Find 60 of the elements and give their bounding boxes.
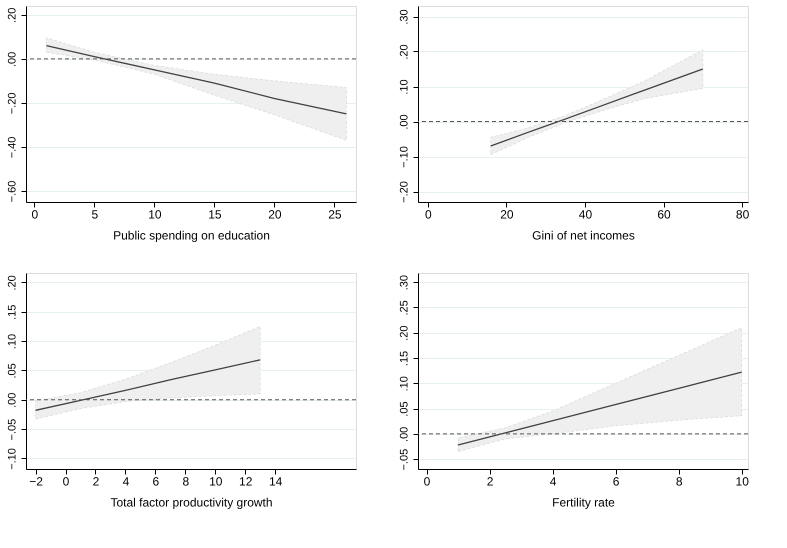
y-tick-label: .00 bbox=[398, 426, 410, 442]
x-tick-label: 80 bbox=[736, 208, 750, 222]
y-tick-label: .00 bbox=[6, 52, 18, 67]
y-tick-label: −.10 bbox=[398, 146, 410, 168]
y-tick-label: .10 bbox=[398, 79, 410, 95]
y-tick-label: −.05 bbox=[398, 448, 410, 470]
y-tick-label: .30 bbox=[398, 274, 410, 290]
y-tick-label: .15 bbox=[6, 304, 18, 320]
y-tick-label: −.40 bbox=[6, 136, 18, 158]
x-tick-label: 8 bbox=[676, 474, 683, 488]
x-tick-label: 10 bbox=[148, 208, 162, 222]
line-series bbox=[490, 68, 704, 147]
x-tick-label: 4 bbox=[122, 474, 130, 488]
y-tick-label: .05 bbox=[398, 401, 410, 417]
y-tick-label: .00 bbox=[6, 392, 18, 408]
x-tick-label: 10 bbox=[736, 474, 750, 488]
y-tick-label: −.20 bbox=[6, 92, 18, 114]
x-tick-label: 5 bbox=[92, 208, 99, 222]
y-tick-label: .25 bbox=[398, 300, 410, 316]
x-tick-label: 0 bbox=[32, 208, 39, 222]
y-tick-label: .10 bbox=[398, 376, 410, 392]
y-tick-label: .10 bbox=[6, 334, 18, 350]
y-tick-label: −.05 bbox=[6, 418, 18, 440]
x-tick-label: 2 bbox=[486, 474, 494, 488]
y-tick-label: −.10 bbox=[6, 448, 18, 470]
x-tick-label: 6 bbox=[612, 474, 620, 488]
x-tick-label: 0 bbox=[424, 208, 432, 222]
line-series bbox=[457, 371, 742, 446]
x-tick-label: 40 bbox=[578, 208, 592, 222]
x-tick-label: 6 bbox=[152, 474, 160, 488]
y-tick-label: .20 bbox=[398, 326, 410, 341]
x-tick-label: 10 bbox=[209, 474, 223, 488]
x-tick-label: 2 bbox=[92, 474, 100, 488]
x-tick-label: 25 bbox=[328, 208, 342, 222]
x-tick-label: −2 bbox=[29, 474, 44, 488]
x-tick-label: 12 bbox=[239, 474, 253, 488]
x-tick-label: 4 bbox=[550, 474, 557, 488]
line-series bbox=[46, 44, 348, 115]
x-tick-label: 0 bbox=[424, 474, 431, 488]
line-series bbox=[34, 359, 261, 411]
x-tick-label: 60 bbox=[657, 208, 672, 222]
x-tick-label: 8 bbox=[182, 474, 190, 488]
x-axis-title: Total factor productivity growth bbox=[110, 496, 273, 510]
y-tick-label: .30 bbox=[398, 9, 410, 25]
x-tick-label: 14 bbox=[268, 474, 283, 488]
x-tick-label: 20 bbox=[500, 208, 514, 222]
y-tick-label: .20 bbox=[6, 8, 18, 23]
y-tick-label: .15 bbox=[398, 350, 410, 366]
x-tick-label: 20 bbox=[268, 208, 282, 222]
x-tick-label: 15 bbox=[208, 208, 222, 222]
y-tick-label: .05 bbox=[6, 363, 18, 379]
x-axis-title: Gini of net incomes bbox=[532, 228, 635, 242]
x-axis-title: Public spending on education bbox=[113, 228, 270, 242]
x-tick-label: 0 bbox=[62, 474, 70, 488]
x-axis-title: Fertility rate bbox=[552, 496, 616, 510]
y-tick-label: .20 bbox=[398, 44, 410, 60]
y-tick-label: −.20 bbox=[398, 181, 410, 203]
y-tick-label: .00 bbox=[398, 114, 410, 130]
y-tick-label: .20 bbox=[6, 275, 18, 291]
y-tick-label: −.60 bbox=[6, 180, 18, 202]
